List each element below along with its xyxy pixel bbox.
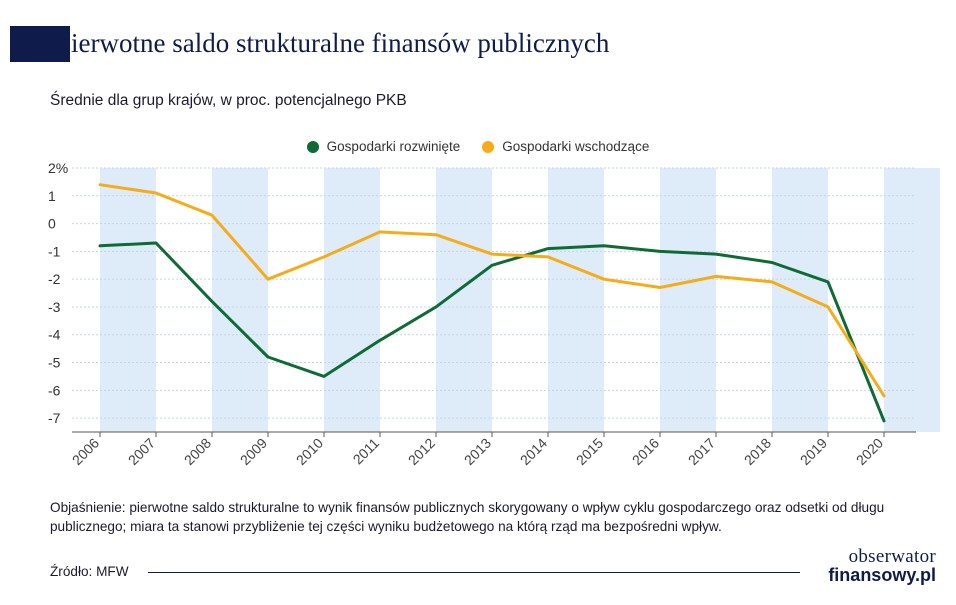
x-tick-label: 2020 [853, 435, 886, 468]
x-axis-ticks: 2006 2007 2008 2009 2010 2011 2012 2013 2014 2015… [69, 432, 886, 468]
year-band [884, 168, 940, 432]
x-tick-label: 2007 [125, 435, 158, 468]
x-tick-label: 2019 [797, 435, 830, 468]
source-divider [148, 572, 800, 573]
y-tick-label: 2% [48, 160, 68, 176]
title-accent-bar [10, 26, 70, 62]
year-band [212, 168, 268, 432]
legend-item-emerging: Gospodarki wschodzące [482, 139, 649, 154]
year-band [324, 168, 380, 432]
year-band [548, 168, 604, 432]
chart-lines [98, 183, 886, 423]
y-tick-label: 0 [48, 216, 56, 232]
legend-dot-emerging [482, 140, 495, 153]
x-tick-label: 2012 [405, 435, 438, 468]
legend-label-emerging: Gospodarki wschodzące [502, 139, 650, 154]
year-band [772, 168, 828, 432]
x-tick-label: 2011 [350, 435, 383, 468]
legend-item-developed: Gospodarki rozwinięte [306, 139, 461, 154]
y-tick-label: -3 [48, 299, 61, 315]
x-tick-label: 2018 [741, 435, 774, 468]
legend-label-developed: Gospodarki rozwinięte [326, 139, 461, 154]
chart-grid [72, 167, 916, 433]
x-tick-label: 2013 [461, 435, 494, 468]
series-line-emerging [98, 183, 886, 398]
legend-dot-developed [306, 140, 319, 153]
x-tick-label: 2010 [293, 435, 326, 468]
x-tick-label: 2008 [181, 435, 214, 468]
y-tick-label: -6 [48, 382, 61, 398]
y-tick-label: -1 [48, 243, 61, 259]
x-tick-label: 2016 [629, 435, 662, 468]
series-line-developed [98, 241, 886, 423]
y-axis-ticks: 2% 1 0 -1 -2 -3 -4 -5 -6 -7 [48, 160, 68, 426]
y-tick-label: 1 [48, 188, 56, 204]
x-tick-label: 2017 [685, 435, 718, 468]
chart-bands [100, 168, 940, 432]
x-tick-label: 2009 [237, 435, 270, 468]
logo-line-2: finansowy.pl [828, 565, 936, 585]
x-tick-label: 2006 [69, 435, 102, 468]
y-tick-label: -2 [48, 271, 61, 287]
explanation-note: Objaśnienie: pierwotne saldo strukturaln… [50, 500, 885, 534]
page-title: Pierwotne saldo strukturalne finansów pu… [56, 28, 610, 58]
chart-legend: Gospodarki rozwinięte Gospodarki wschodz… [0, 139, 956, 154]
source-text: Źródło: MFW [50, 564, 129, 579]
logo-line-1: obserwator [848, 546, 936, 567]
x-tick-label: 2015 [573, 435, 606, 468]
y-tick-label: -5 [48, 355, 61, 371]
year-band [660, 168, 716, 432]
y-tick-label: -7 [48, 410, 61, 426]
y-tick-label: -4 [48, 327, 61, 343]
chart-subtitle: Średnie dla grup krajów, w proc. potencj… [50, 92, 407, 109]
brand-logo: obserwator finansowy.pl [806, 546, 936, 585]
x-tick-label: 2014 [517, 435, 550, 468]
year-band [100, 168, 156, 432]
